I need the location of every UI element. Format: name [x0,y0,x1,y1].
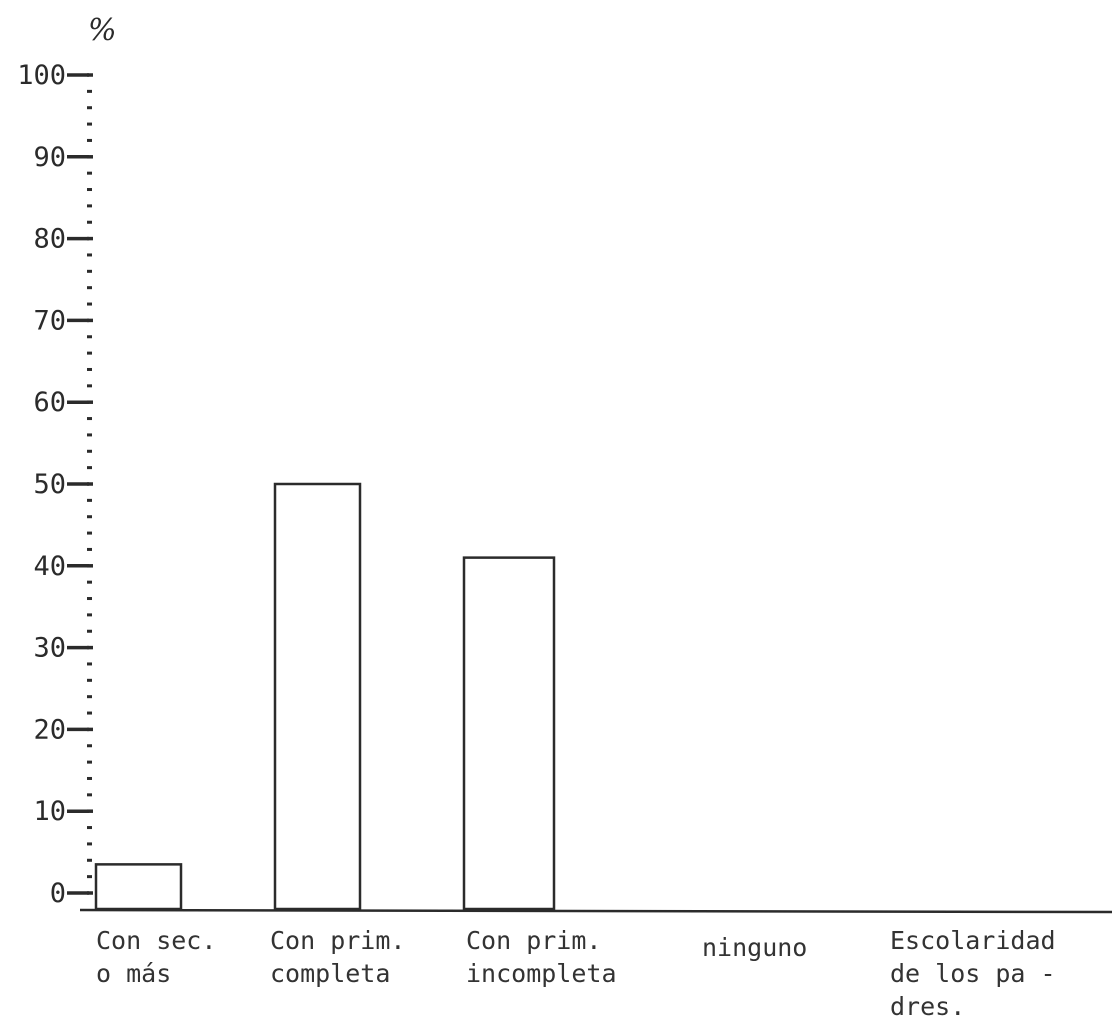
y-tick-label: 10 [33,796,66,827]
x-axis-line [79,908,1113,914]
x-axis-title-text: Escolaridad de los pa -dres. [890,926,1056,1018]
y-tick-label: 40 [33,551,66,582]
y-tick-label: 80 [33,224,66,255]
bar [273,482,362,911]
x-tick-label: Con prim. incompleta [466,926,617,988]
bars [94,482,556,911]
y-tick-label: 70 [33,305,66,336]
x-tick-label: Con sec. o más [96,926,216,988]
y-tick-label: 60 [33,387,66,418]
x-tick-label: Con prim. completa [270,926,405,988]
x-axis-title: Escolaridad de los pa -dres. [890,926,1056,1018]
x-labels: Con sec. o más Con prim. completa Con prim. i… [96,926,807,988]
bar [94,863,183,911]
y-axis: 0 10 20 30 40 50 60 70 80 90 100 [17,60,93,909]
bar [462,556,556,911]
y-tick-label: 100 [17,60,66,91]
x-tick-label: ninguno [702,933,807,962]
y-tick-label: 90 [33,142,66,173]
y-tick-label: 0 [50,878,66,909]
y-tick-label: 30 [33,633,66,664]
y-tick-label: 20 [33,714,66,745]
y-tick-label: 50 [33,469,66,500]
y-unit-label: % [88,13,117,48]
